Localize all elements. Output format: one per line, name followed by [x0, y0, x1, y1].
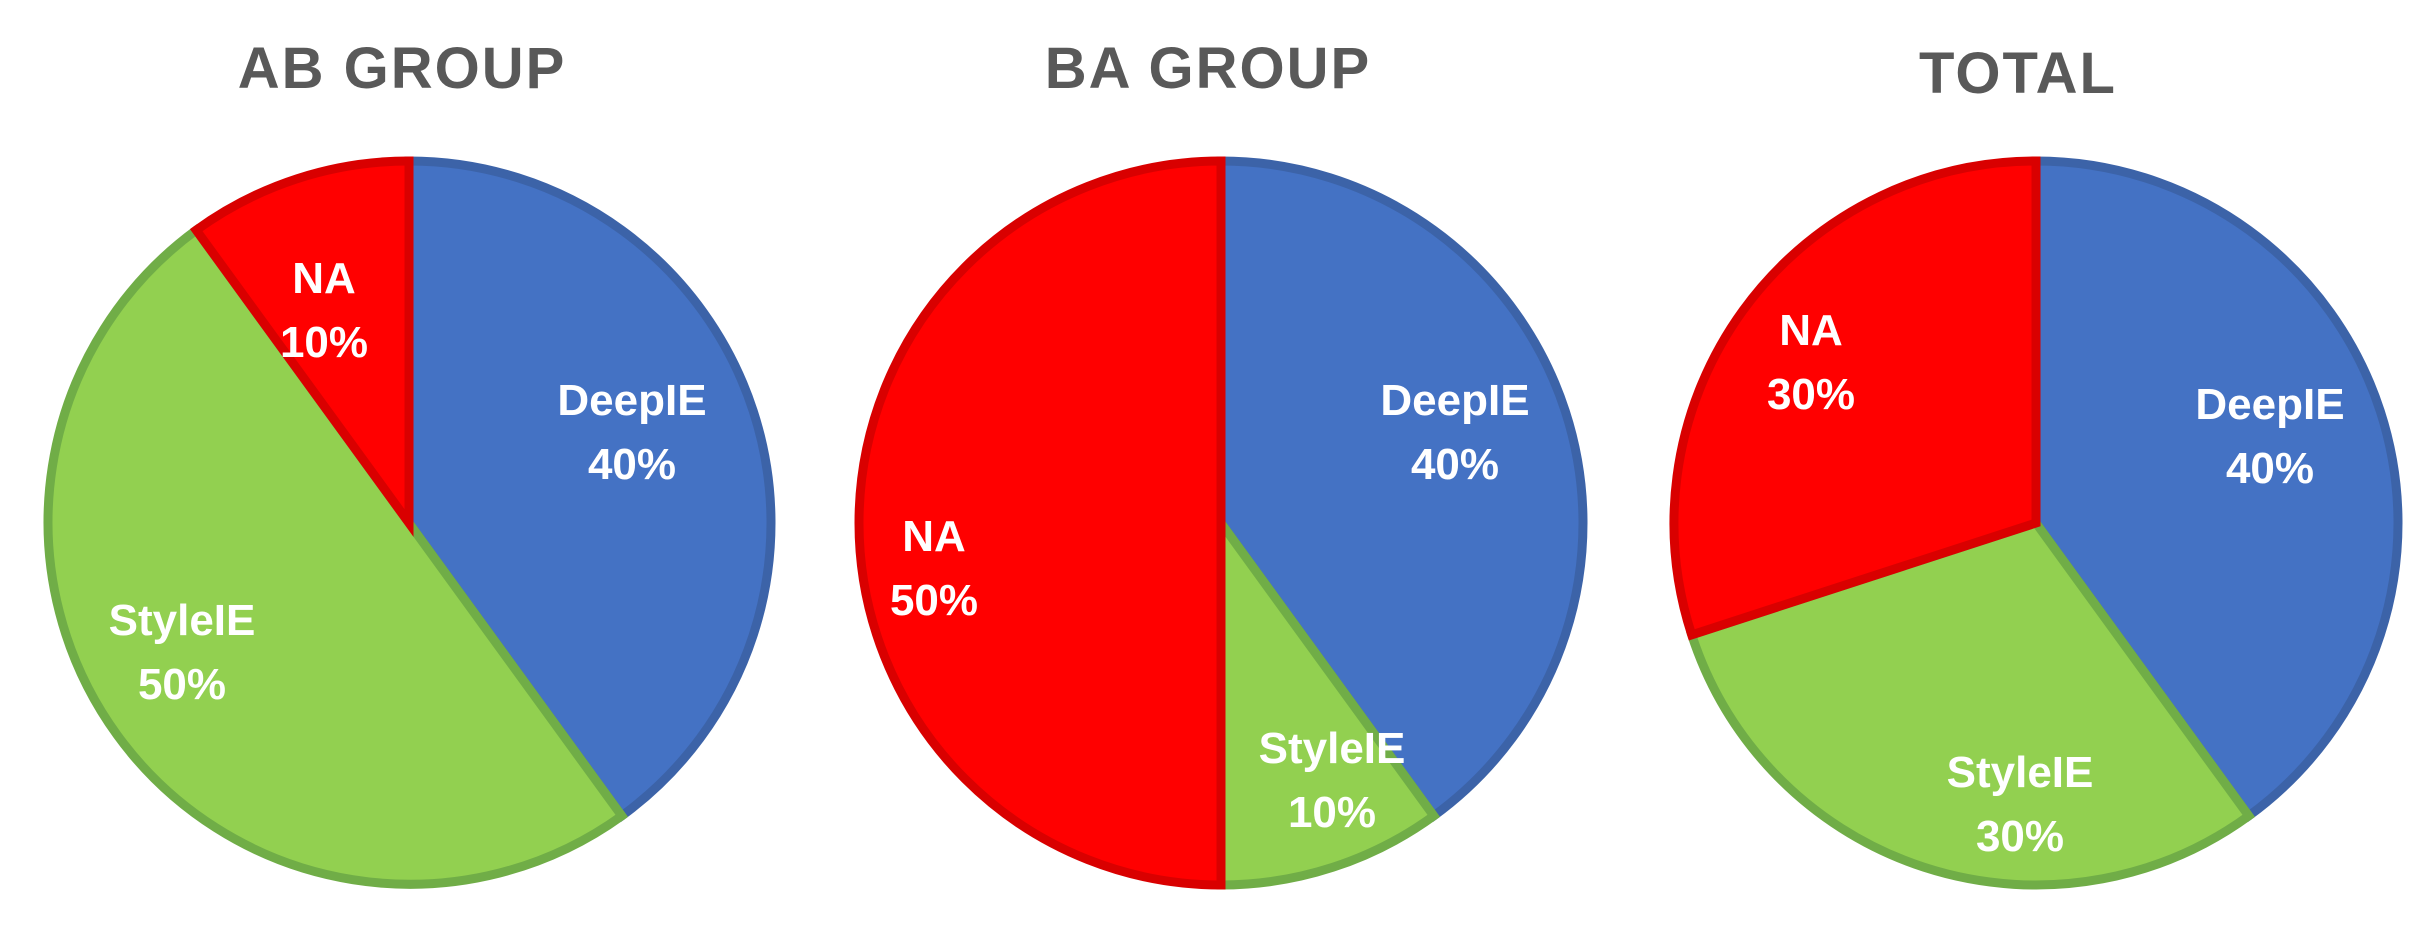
slice-label-styleie: StyleIE [1947, 748, 2094, 797]
chart-title-ab-group: AB GROUP [238, 36, 567, 101]
pie-slice-deepie [1216, 156, 1588, 823]
pie-slices-ba-group [854, 156, 1588, 890]
pie-slice-styleie [1686, 517, 2256, 890]
chart-title-ba-group: BA GROUP [1045, 36, 1371, 101]
slice-label-styleie: StyleIE [1259, 724, 1406, 773]
slice-label-styleie: StyleIE [109, 596, 256, 645]
pie-slices-total [1669, 156, 2403, 890]
pie-labels-ab-group: DeepIE 40% StyleIE 50% NA 10% [109, 254, 707, 709]
pie-labels-ba-group: DeepIE 40% StyleIE 10% NA 50% [890, 376, 1530, 837]
slice-value-deepie: 40% [2226, 444, 2314, 493]
slice-value-deepie: 40% [1411, 440, 1499, 489]
chart-title-total: TOTAL [1919, 41, 2117, 106]
pie-chart-ab-group: AB GROUP DeepIE 40% StyleIE 50% NA 10% [43, 36, 776, 889]
slice-label-deepie: DeepIE [1380, 376, 1529, 425]
pie-chart-total: TOTAL DeepIE 40% StyleIE 30% NA 30% [1669, 41, 2403, 890]
slice-value-na: 50% [890, 576, 978, 625]
pie-slice-na [189, 156, 414, 537]
slice-value-styleie: 10% [1288, 788, 1376, 837]
pie-slice-styleie [43, 223, 629, 889]
pie-labels-total: DeepIE 40% StyleIE 30% NA 30% [1767, 306, 2345, 861]
slice-value-na: 30% [1767, 370, 1855, 419]
pie-slice-styleie [1216, 509, 1441, 890]
slice-label-deepie: DeepIE [557, 376, 706, 425]
slice-value-deepie: 40% [588, 440, 676, 489]
pie-chart-ba-group: BA GROUP DeepIE 40% StyleIE 10% NA 50% [854, 36, 1588, 890]
pie-slices-ab-group [43, 156, 776, 889]
pie-slice-na [1669, 156, 2041, 641]
slice-label-deepie: DeepIE [2195, 380, 2344, 429]
slice-label-na: NA [1779, 306, 1843, 355]
pie-slice-deepie [404, 156, 776, 823]
slice-label-na: NA [902, 512, 966, 561]
pie-slice-na [854, 156, 1226, 890]
slice-value-styleie: 50% [138, 660, 226, 709]
slice-value-styleie: 30% [1976, 812, 2064, 861]
pie-slice-deepie [2031, 156, 2403, 823]
slice-label-na: NA [292, 254, 356, 303]
slice-value-na: 10% [280, 318, 368, 367]
